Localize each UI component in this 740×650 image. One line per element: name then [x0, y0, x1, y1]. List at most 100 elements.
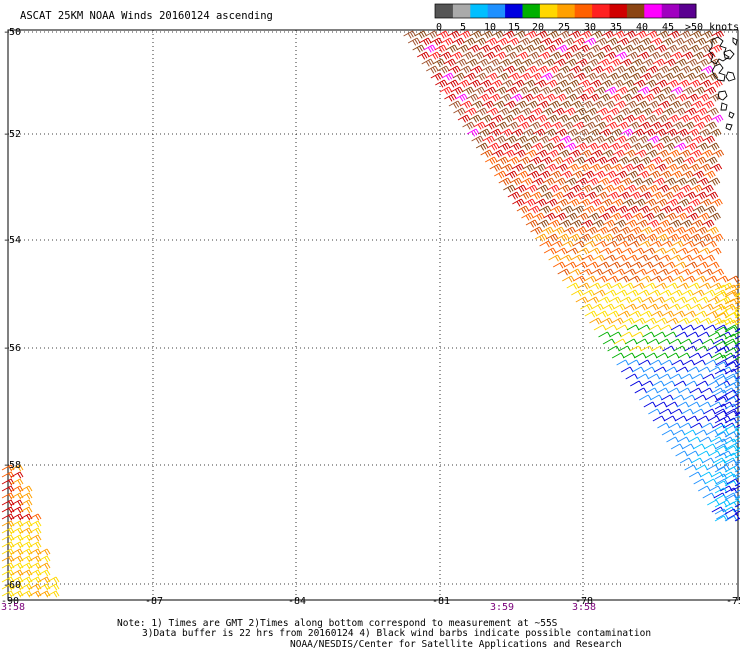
wind-barb	[632, 282, 646, 290]
wind-barb	[632, 163, 646, 172]
wind-barb	[636, 135, 650, 144]
wind-barb	[588, 163, 602, 172]
wind-barb	[631, 366, 645, 373]
wind-barb	[698, 401, 712, 408]
wind-barb	[523, 79, 536, 88]
wind-barb	[477, 93, 490, 102]
wind-barb	[582, 205, 596, 214]
wind-barb	[612, 149, 626, 158]
wind-barb	[710, 352, 724, 359]
wind-barb	[498, 58, 512, 67]
wind-barb	[650, 72, 664, 81]
wind-barb	[651, 380, 665, 387]
wind-barb	[736, 327, 740, 331]
wind-barb	[535, 30, 549, 39]
wind-barb	[670, 443, 684, 450]
wind-barb	[572, 275, 586, 283]
wind-barb	[547, 184, 560, 193]
wind-barb	[586, 58, 600, 67]
wind-barb	[646, 303, 659, 311]
wind-barb	[732, 472, 740, 478]
wind-barb	[687, 44, 701, 53]
wind-barb	[503, 65, 516, 74]
wind-barb	[666, 79, 679, 88]
wind-barb	[518, 72, 532, 81]
wind-barb	[501, 114, 515, 123]
wind-barb	[551, 72, 565, 81]
wind-barb	[686, 366, 700, 373]
wind-barb	[697, 485, 711, 492]
wind-barb	[653, 128, 667, 137]
wind-barb	[671, 240, 685, 248]
wind-barb	[490, 79, 503, 88]
wind-barb	[597, 58, 611, 67]
wind-barb	[618, 142, 632, 151]
wind-barb	[607, 226, 620, 235]
wind-barb	[629, 226, 642, 235]
wind-barb	[701, 422, 714, 429]
wind-barb	[559, 254, 573, 262]
wind-barb	[708, 212, 721, 221]
wind-barb	[547, 65, 560, 74]
wind-barb	[586, 177, 600, 186]
wind-barb	[655, 79, 668, 88]
wind-barb	[714, 417, 728, 424]
wind-barb	[626, 205, 640, 214]
wind-barb	[418, 37, 432, 46]
wind-barb	[571, 170, 584, 179]
wind-barb	[611, 317, 624, 325]
wind-barb	[556, 114, 570, 123]
wind-barb	[479, 79, 492, 88]
wind-barb	[575, 58, 589, 67]
lat-label: -56	[3, 343, 21, 354]
wind-barb	[603, 254, 617, 262]
wind-barb	[618, 261, 632, 269]
wind-barb	[690, 65, 703, 74]
wind-barb	[544, 163, 558, 172]
wind-barb	[606, 72, 620, 81]
wind-barb	[547, 100, 561, 109]
wind-barb	[627, 121, 640, 130]
wind-barb	[466, 128, 480, 137]
wind-barb	[604, 86, 618, 95]
wind-barb	[559, 135, 573, 144]
wind-barb	[659, 205, 673, 214]
wind-barb	[528, 156, 542, 165]
wind-barb	[480, 149, 494, 158]
wind-barb	[672, 191, 686, 200]
wind-barb	[511, 44, 525, 53]
wind-barb	[707, 177, 721, 186]
wind-barb	[700, 149, 714, 158]
wind-barb	[436, 30, 450, 39]
wind-barb	[654, 401, 668, 408]
legend-swatch	[539, 4, 558, 18]
wind-barb	[567, 198, 580, 207]
wind-barb	[605, 121, 618, 130]
wind-barb	[37, 555, 51, 563]
wind-barb	[647, 51, 661, 60]
wind-barb	[589, 317, 602, 325]
wind-barb	[613, 184, 626, 193]
wind-barb	[583, 240, 597, 248]
wind-barb	[588, 282, 602, 290]
wind-barb	[687, 282, 701, 290]
wind-barb	[676, 282, 690, 290]
wind-barb	[510, 93, 523, 102]
wind-barb	[688, 317, 701, 325]
wind-barb	[678, 268, 692, 276]
wind-barb	[696, 415, 710, 422]
wind-barb	[710, 114, 724, 123]
wind-barb	[703, 170, 716, 179]
wind-barb	[587, 212, 600, 221]
wind-barb	[667, 149, 681, 158]
wind-barb	[624, 184, 637, 193]
wind-barb	[653, 366, 667, 373]
wind-barb	[566, 44, 580, 53]
wind-barb	[592, 254, 606, 262]
wind-barb	[702, 373, 716, 380]
wind-barb	[663, 296, 677, 304]
legend-swatch	[661, 4, 680, 18]
wind-barb	[625, 254, 639, 262]
wind-barb	[636, 254, 650, 262]
wind-barb	[566, 163, 580, 172]
